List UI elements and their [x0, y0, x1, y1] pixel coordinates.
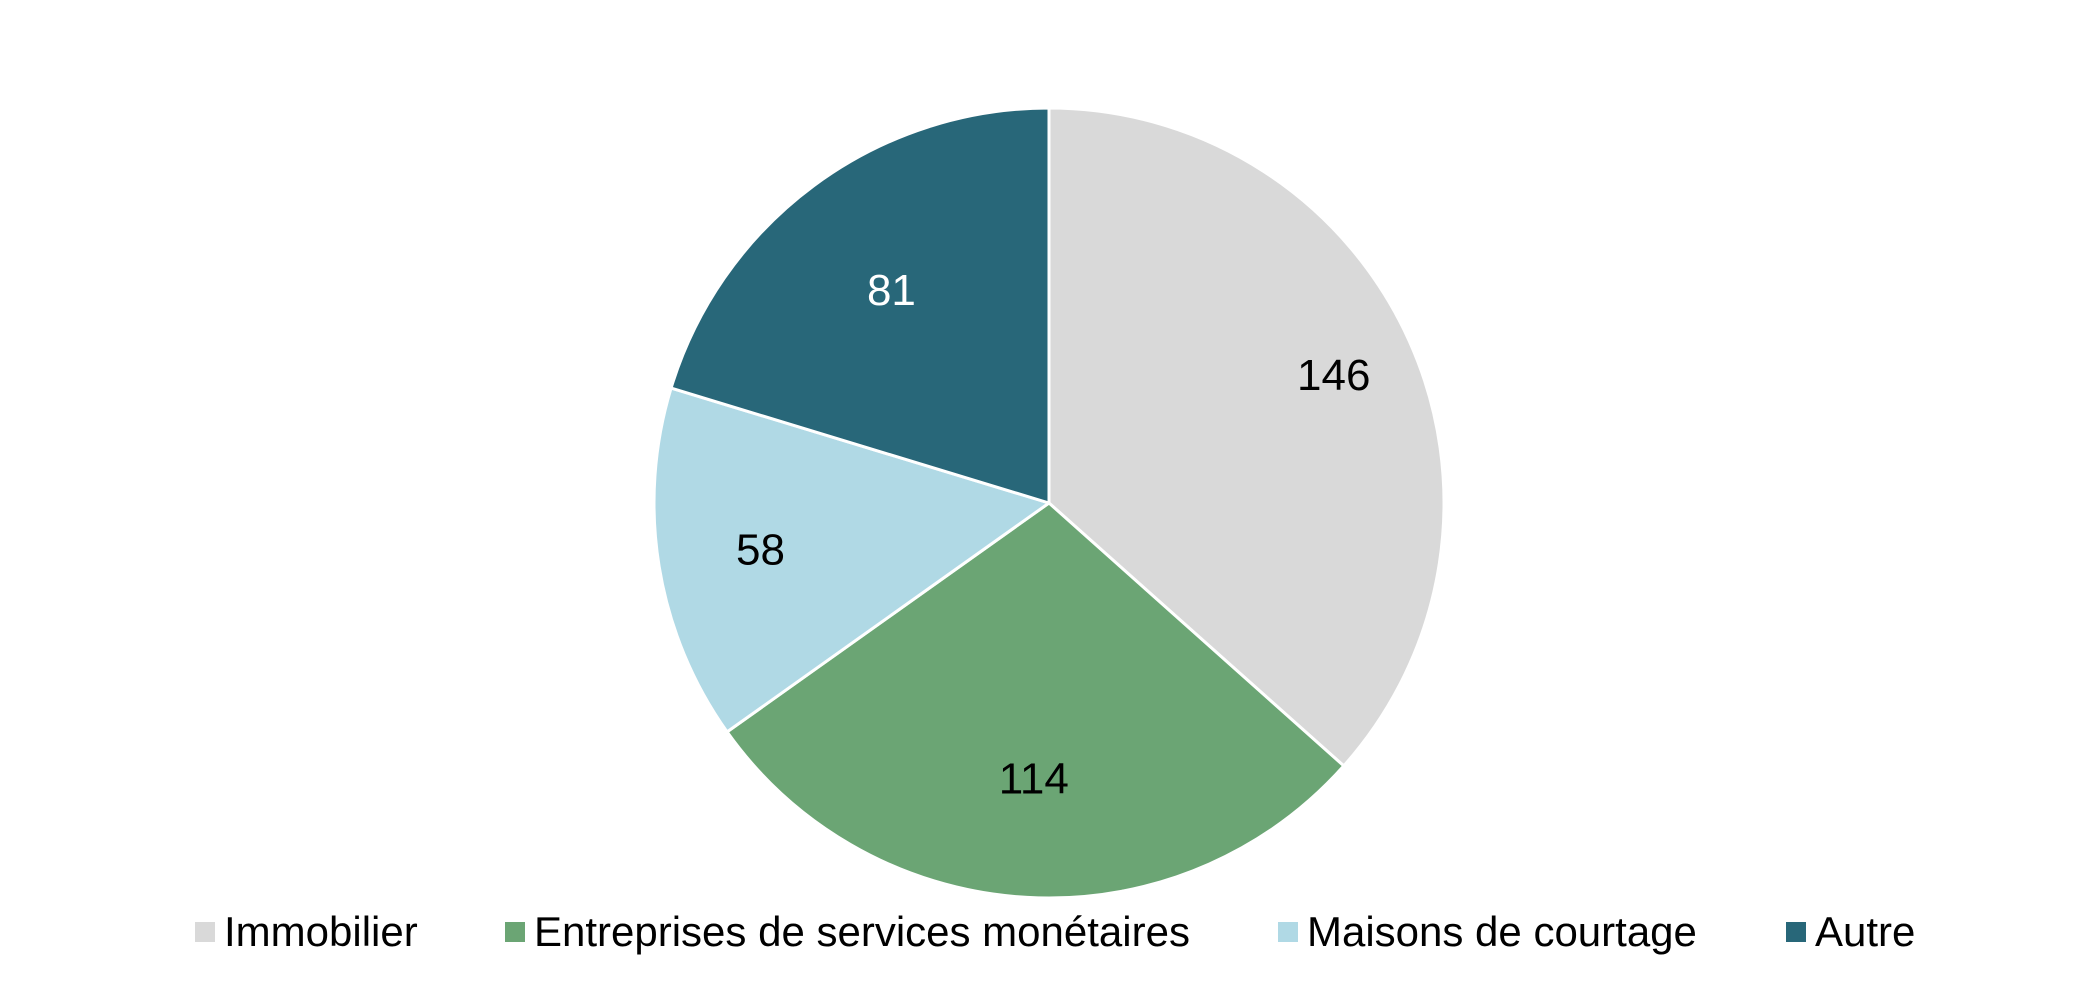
pie-data-labels: 146 114 58 81 — [736, 266, 1370, 804]
pie-slice-entreprises-de-services-monetaires — [725, 501, 1346, 900]
data-label-entreprises-de-services-monetaires: 114 — [999, 755, 1069, 804]
pie-slice-autre — [669, 106, 1051, 505]
legend-item-immobilier: Immobilier — [195, 902, 418, 962]
legend-item-maisons-de-courtage: Maisons de courtage — [1278, 902, 1697, 962]
legend-label-immobilier: Immobilier — [224, 908, 418, 955]
legend-item-autre: Autre — [1786, 902, 1915, 962]
legend-swatch-autre — [1786, 922, 1806, 942]
legend-label-maisons-de-courtage: Maisons de courtage — [1307, 908, 1697, 955]
legend-swatch-entreprises-services-monetaires — [505, 922, 525, 942]
legend-swatch-maisons-de-courtage — [1278, 922, 1298, 942]
pie-slice-immobilier — [1047, 106, 1446, 768]
data-label-autre: 81 — [867, 266, 916, 315]
legend-label-entreprises-services-monetaires: Entreprises de services monétaires — [534, 908, 1190, 955]
legend-label-autre: Autre — [1815, 908, 1916, 955]
pie-slices — [652, 106, 1446, 900]
data-label-maisons-de-courtage: 58 — [736, 525, 785, 574]
legend-swatch-immobilier — [195, 922, 215, 942]
legend: Immobilier Entreprises de services monét… — [0, 902, 2091, 962]
data-label-immobilier: 146 — [1297, 351, 1370, 400]
legend-item-entreprises-services-monetaires: Entreprises de services monétaires — [505, 902, 1190, 962]
